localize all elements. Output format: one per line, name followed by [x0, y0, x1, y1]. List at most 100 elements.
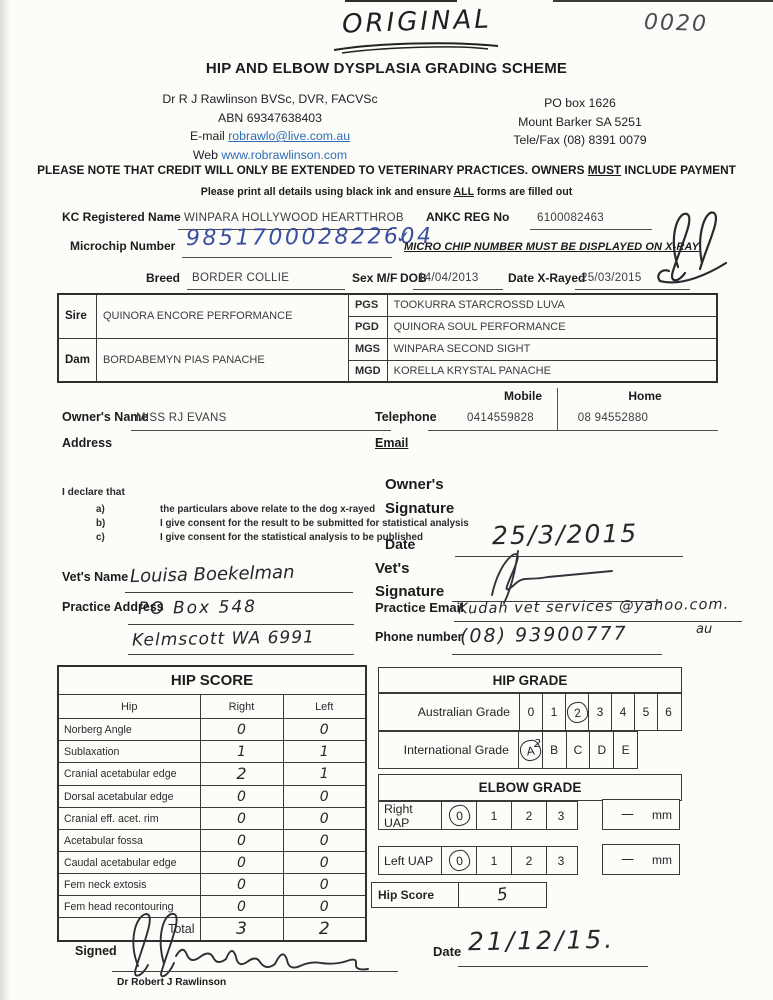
left-uap-mm-box: — mm [602, 844, 680, 875]
microchip-label: Microchip Number [70, 239, 176, 253]
owner-email-label: Email [375, 436, 409, 450]
hip-row-left-value: 1 [282, 740, 367, 763]
hip-row-left-value: 0 [282, 829, 367, 852]
declaration-item-text: I give consent for the result to be subm… [160, 518, 469, 529]
kc-name-value: WINPARA HOLLYWOOD HEARTTHROB [184, 212, 404, 224]
clinic-web-line: Web www.robrawlinson.com [115, 146, 425, 165]
field-underline [125, 592, 353, 593]
letterhead-left: Dr R J Rawlinson BVSc, DVR, FACVSc ABN 6… [115, 90, 425, 164]
microchip-checkmark: ✓ [396, 228, 411, 248]
mm-unit-label: mm [652, 807, 672, 822]
grade-option: 0 [519, 694, 542, 730]
uap-option: 3 [546, 802, 575, 829]
mgd-value: KORELLA KRYSTAL PANACHE [386, 359, 718, 383]
field-underline [428, 430, 718, 431]
hip-row-right-value: 0 [199, 829, 284, 852]
hip-row-label: Cranial eff. acet. rim [57, 807, 201, 830]
clinic-telefax: Tele/Fax (08) 8391 0079 [513, 133, 647, 147]
footer-date-label: Date [433, 944, 462, 959]
date-xrayed-value: 25/03/2015 [581, 272, 642, 284]
uap-option: 1 [476, 802, 511, 829]
owner-name-label: Owner's Name [62, 410, 149, 424]
practice-address-line2-handwritten: Kelmscott WA 6991 [131, 627, 316, 651]
telephone-mobile-value: 0414559828 [467, 412, 534, 424]
total-right-value: 3 [199, 917, 284, 942]
practice-email-label: Practice Email [375, 600, 464, 615]
international-grade-row: International Grade A 2 B C D E [378, 731, 638, 769]
grade-option: 4 [611, 694, 634, 730]
kc-name-label: KC Registered Name [62, 210, 181, 224]
vet-initials-mark [657, 211, 728, 284]
declaration-item-key: c) [96, 532, 105, 543]
field-underline [128, 624, 354, 625]
hip-row-label: Acetabular fossa [57, 829, 201, 852]
sire-label: Sire [57, 293, 97, 339]
document-number: 0020 [643, 9, 709, 38]
right-uap-label: Right UAP [384, 801, 413, 830]
email-link[interactable]: robrawlo@live.com.au [228, 129, 351, 143]
hip-row-label: Dorsal acetabular edge [57, 785, 201, 808]
grade-option: 5 [634, 694, 657, 730]
scan-edge-mark [553, 0, 773, 2]
field-underline [131, 430, 391, 431]
form-title: HIP AND ELBOW DYSPLASIA GRADING SCHEME [205, 60, 568, 77]
print-notice-all: ALL [453, 186, 474, 198]
field-underline [112, 971, 398, 972]
print-notice-text: Please print all details using black ink… [200, 186, 454, 198]
hip-row-left-value: 0 [282, 873, 367, 896]
hip-row-left-value: 0 [282, 718, 367, 741]
declaration-item-key: a) [96, 504, 105, 515]
original-annotation: ORIGINAL [341, 4, 493, 40]
date-xrayed-label: Date X-Rayed [508, 271, 586, 285]
phone-number-handwritten: (08) 93900777 [459, 622, 628, 648]
scan-edge-mark [345, 0, 457, 2]
declaration-item-key: b) [96, 518, 106, 529]
elbow-grade-title: ELBOW GRADE [378, 774, 682, 801]
breed-label: Breed [146, 271, 181, 285]
mobile-header: Mobile [504, 389, 542, 403]
mgs-value: WINPARA SECOND SIGHT [386, 337, 718, 361]
hip-column-header: Hip [57, 694, 201, 719]
grade-option: 1 [542, 694, 565, 730]
uap-option: 1 [476, 847, 511, 874]
practice-address-label: Practice Address [62, 600, 164, 614]
credit-notice: PLEASE NOTE THAT CREDIT WILL ONLY BE EXT… [0, 163, 773, 177]
clinic-doctor-line: Dr R J Rawlinson BVSc, DVR, FACVSc [162, 92, 378, 106]
uap-option-selected: 0 [441, 847, 476, 874]
footer-date-handwritten: 21/12/15. [467, 924, 616, 957]
vet-signature-mark [491, 550, 613, 604]
declaration-item-text: I give consent for the statistical analy… [160, 532, 423, 543]
field-underline [178, 229, 392, 230]
ankc-reg-label: ANKC REG No [426, 210, 510, 224]
web-link[interactable]: www.robrawlinson.com [221, 147, 348, 162]
telephone-home-value: 08 94552880 [577, 412, 649, 424]
practice-address-line1-handwritten: PO Box 548 [137, 596, 258, 620]
left-column-header: Left [282, 694, 367, 719]
field-underline [458, 966, 648, 967]
hip-score-summary-value: 5 [458, 883, 546, 907]
hip-row-left-value: 1 [282, 762, 367, 786]
owner-name-value: MISS RJ EVANS [136, 412, 227, 424]
print-notice-text: forms are filled out [473, 186, 573, 198]
sire-name: QUINORA ENCORE PERFORMANCE [95, 293, 349, 339]
signed-label: Signed [75, 944, 117, 958]
hip-row-label: Norberg Angle [57, 718, 201, 741]
uap-option-selected: 0 [441, 802, 476, 829]
hip-score-summary-box: Hip Score 5 [371, 882, 547, 908]
web-label: Web [192, 147, 222, 162]
email-label: E-mail [189, 129, 229, 143]
total-left-value: 2 [282, 917, 367, 942]
dob-value: 14/04/2013 [418, 272, 479, 284]
hip-row-label: Fem neck extosis [57, 873, 201, 896]
grade-option: D [589, 732, 613, 768]
hip-grade-title: HIP GRADE [378, 667, 682, 693]
hip-row-left-value: 0 [282, 785, 367, 808]
field-underline [530, 229, 652, 230]
telephone-divider [557, 388, 558, 431]
field-underline [128, 654, 354, 655]
original-underline-swoosh [333, 42, 499, 54]
hip-row-left-value: 0 [282, 895, 367, 918]
international-grade-label: International Grade [403, 743, 509, 757]
left-uap-mm-value: — [621, 852, 634, 867]
ankc-reg-value: 6100082463 [537, 212, 604, 224]
